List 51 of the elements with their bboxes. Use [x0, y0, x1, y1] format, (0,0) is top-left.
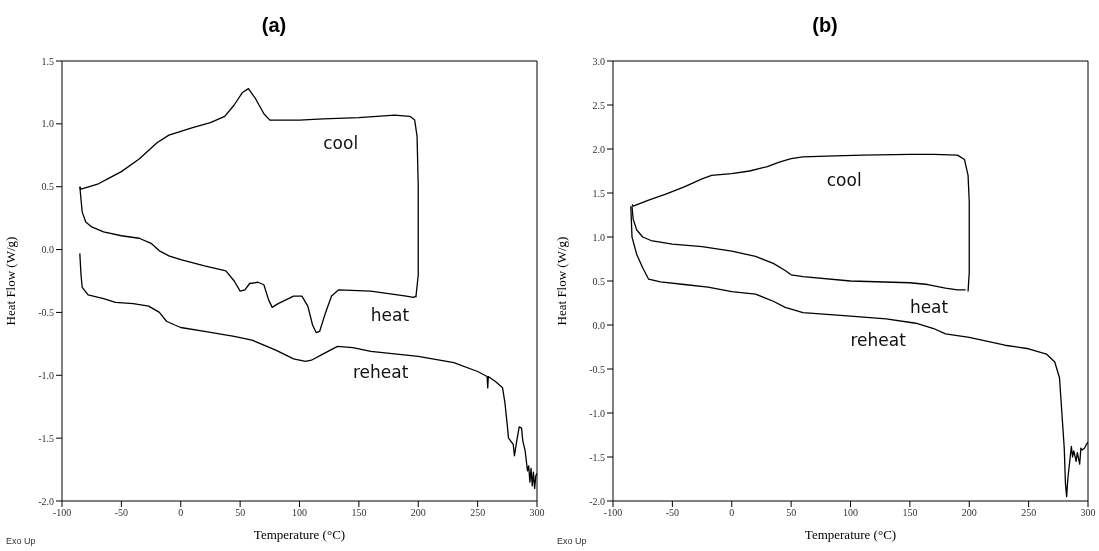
y-tick-label: 2.0: [592, 143, 605, 155]
y-tick-label: -2.0: [38, 495, 54, 507]
x-tick-label: -100: [52, 507, 72, 519]
x-tick-label: 250: [1021, 507, 1037, 519]
x-tick-label: 50: [235, 507, 246, 519]
y-tick-label: 1.0: [41, 118, 54, 130]
y-tick-label: 0.0: [592, 319, 605, 331]
x-tick-label: 50: [786, 507, 797, 519]
y-tick-label: -1.0: [589, 407, 605, 419]
x-tick-label: 100: [843, 507, 858, 519]
y-tick-label: 3.0: [592, 55, 605, 67]
y-tick-label: -1.0: [38, 369, 54, 381]
series-label: cool: [323, 132, 359, 153]
x-tick-label: 300: [1080, 507, 1096, 519]
y-axis-title: Heat Flow (W/g): [2, 236, 18, 326]
x-axis-title: Temperature (°C): [253, 527, 346, 542]
y-tick-label: 2.5: [592, 99, 605, 111]
y-tick-label: -0.5: [38, 306, 54, 318]
chart-title: (a): [260, 13, 288, 38]
y-tick-label: 0.5: [592, 275, 605, 287]
text: Exo Up: [6, 536, 36, 546]
x-axis-title: Temperature (°C): [804, 527, 897, 542]
x-tick-label: 200: [961, 507, 977, 519]
x-tick-label: 0: [729, 507, 735, 519]
y-tick-label: 1.5: [41, 55, 54, 67]
y-tick-label: 1.5: [592, 187, 605, 199]
y-axis-title: Heat Flow (W/g): [553, 236, 569, 326]
series-label: heat: [370, 305, 410, 326]
y-tick-label: -1.5: [38, 432, 54, 444]
series-label: cool: [826, 170, 862, 191]
x-tick-label: 0: [178, 507, 184, 519]
x-tick-label: 150: [902, 507, 918, 519]
x-tick-label: 100: [292, 507, 307, 519]
y-tick-label: -2.0: [589, 495, 605, 507]
y-tick-label: -0.5: [589, 363, 605, 375]
x-tick-label: 200: [410, 507, 426, 519]
y-tick-label: 1.0: [592, 231, 605, 243]
x-tick-label: 250: [470, 507, 486, 519]
series-label: reheat: [352, 361, 409, 382]
x-tick-label: -100: [603, 507, 623, 519]
y-tick-label: 0.0: [41, 244, 54, 256]
x-tick-label: 300: [529, 507, 545, 519]
series-label: heat: [909, 296, 949, 317]
text: Exo Up: [557, 536, 587, 546]
x-tick-label: -50: [665, 507, 680, 519]
x-tick-label: -50: [114, 507, 129, 519]
y-tick-label: 0.5: [41, 181, 54, 193]
y-tick-label: -1.5: [589, 451, 605, 463]
series-label: reheat: [850, 330, 907, 351]
x-tick-label: 150: [351, 507, 367, 519]
chart-title: (b): [811, 13, 839, 38]
